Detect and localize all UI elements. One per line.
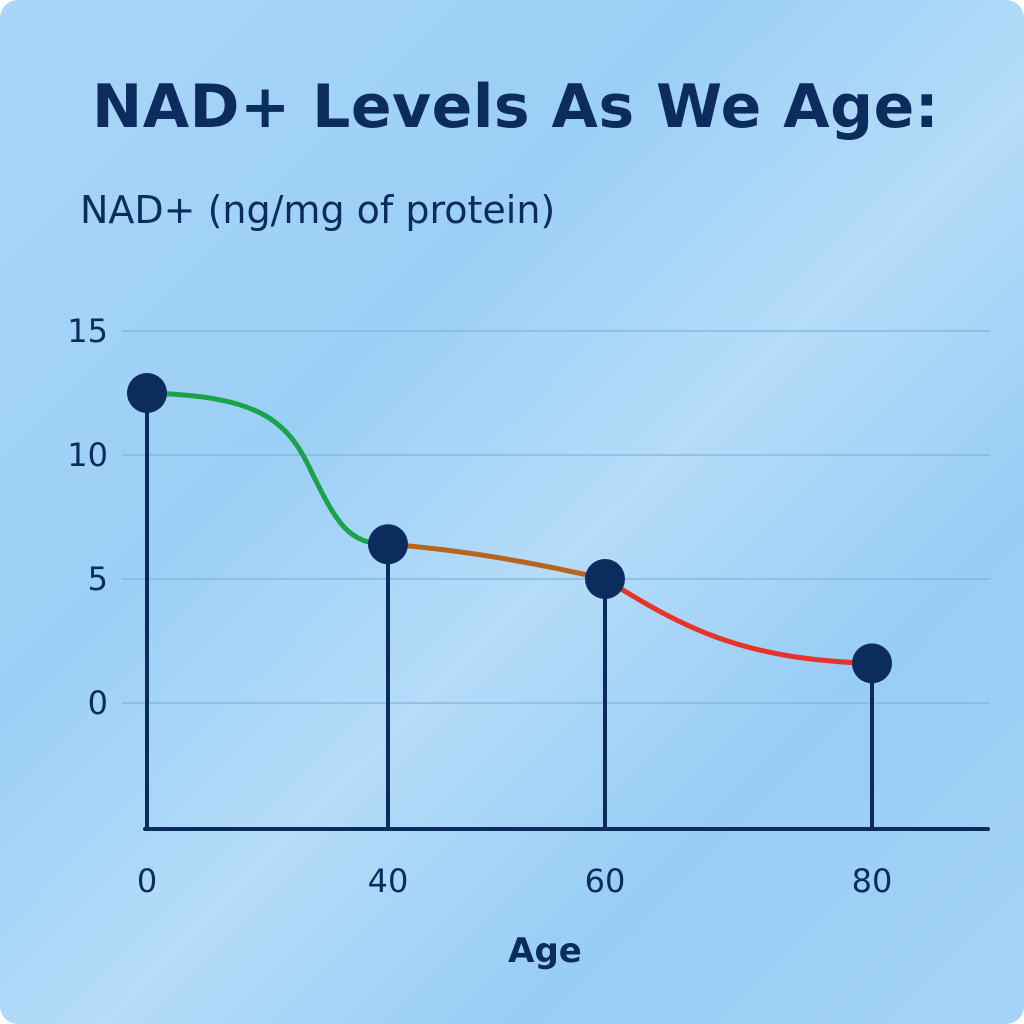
curve-segment (385, 541, 608, 582)
y-tick-label: 5 (88, 560, 108, 598)
y-tick-label: 0 (88, 684, 108, 722)
x-axis-label: Age (508, 931, 582, 971)
data-point (127, 373, 167, 413)
curve-segment (602, 576, 875, 666)
x-tick-label: 0 (137, 862, 157, 900)
data-point (585, 559, 625, 599)
x-tick-label: 60 (585, 862, 626, 900)
chart-title: NAD+ Levels As We Age: (92, 72, 940, 142)
x-tick-label: 80 (852, 862, 893, 900)
y-tick-label: 15 (67, 312, 108, 350)
curve-segment (144, 390, 391, 547)
y-axis-label: NAD+ (ng/mg of protein) (80, 188, 556, 232)
y-tick-label: 10 (67, 436, 108, 474)
data-point (368, 524, 408, 565)
data-point (852, 643, 892, 684)
x-tick-label: 40 (368, 862, 409, 900)
